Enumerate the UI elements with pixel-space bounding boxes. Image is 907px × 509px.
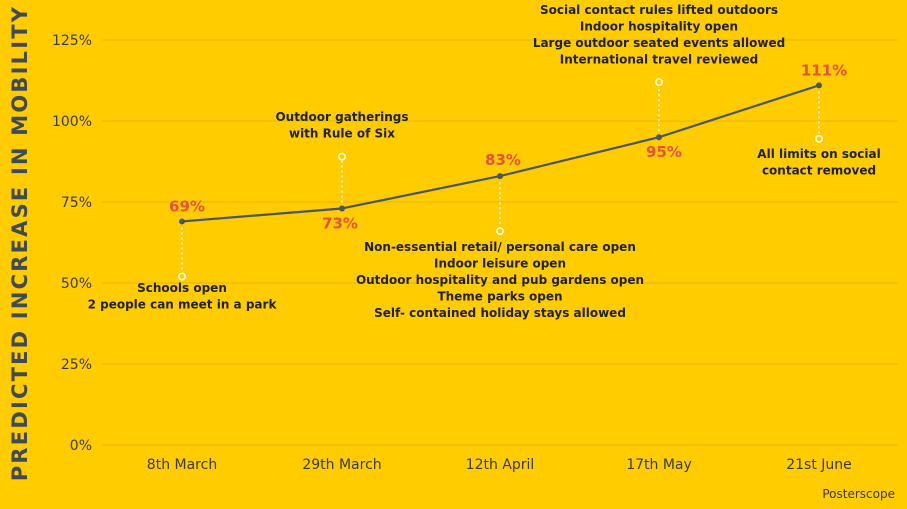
y-tick-label: 75% (61, 195, 92, 211)
data-point (497, 173, 503, 180)
annotation-text: All limits on social (757, 147, 880, 161)
annotation-text: Large outdoor seated events allowed (533, 36, 785, 50)
data-label: 73% (322, 214, 358, 232)
y-tick-label: 50% (61, 276, 92, 292)
y-tick-label: 25% (61, 357, 92, 373)
annotation-anchor-marker (338, 152, 346, 161)
brand-logo-text: Posterscope (822, 487, 895, 501)
annotation-text: Outdoor hospitality and pub gardens open (356, 273, 644, 287)
annotation-text: Schools open (137, 281, 227, 295)
y-tick-label: 0% (70, 438, 92, 454)
annotation-anchor-marker (178, 272, 186, 281)
data-point (339, 205, 345, 212)
x-tick-label: 12th April (466, 457, 535, 473)
data-label: 69% (169, 197, 205, 215)
annotation-text: 2 people can meet in a park (88, 298, 278, 312)
annotation-text: contact removed (762, 164, 876, 178)
annotation-text: Self- contained holiday stays allowed (374, 306, 626, 320)
y-axis-label-wrap: PREDICTED INCREASE IN MOBILITY (0, 0, 40, 509)
x-tick-label: 8th March (147, 457, 217, 473)
annotation-text: Theme parks open (437, 290, 562, 304)
data-point (816, 82, 822, 89)
annotation-text: International travel reviewed (560, 53, 758, 67)
y-tick-label: 100% (52, 114, 92, 130)
annotation-text: with Rule of Six (289, 127, 395, 141)
data-label: 83% (485, 151, 521, 169)
data-point (656, 134, 662, 141)
x-tick-label: 29th March (302, 457, 381, 473)
data-point (179, 218, 185, 225)
x-tick-label: 17th May (626, 457, 692, 473)
data-label: 111% (801, 61, 847, 79)
annotation-text: Indoor leisure open (434, 257, 566, 271)
data-label: 95% (646, 143, 682, 161)
y-axis-label: PREDICTED INCREASE IN MOBILITY (8, 4, 32, 482)
annotation-anchor-marker (815, 134, 823, 143)
x-tick-label: 21st June (786, 457, 852, 473)
annotation-anchor-marker (496, 227, 504, 236)
annotation-anchor-marker (655, 78, 663, 87)
annotation-text: Non-essential retail/ personal care open (364, 240, 636, 254)
annotation-text: Outdoor gatherings (275, 110, 408, 124)
y-tick-label: 125% (52, 33, 92, 49)
annotation-text: Social contact rules lifted outdoors (540, 3, 778, 17)
annotation-text: Indoor hospitality open (580, 20, 738, 34)
